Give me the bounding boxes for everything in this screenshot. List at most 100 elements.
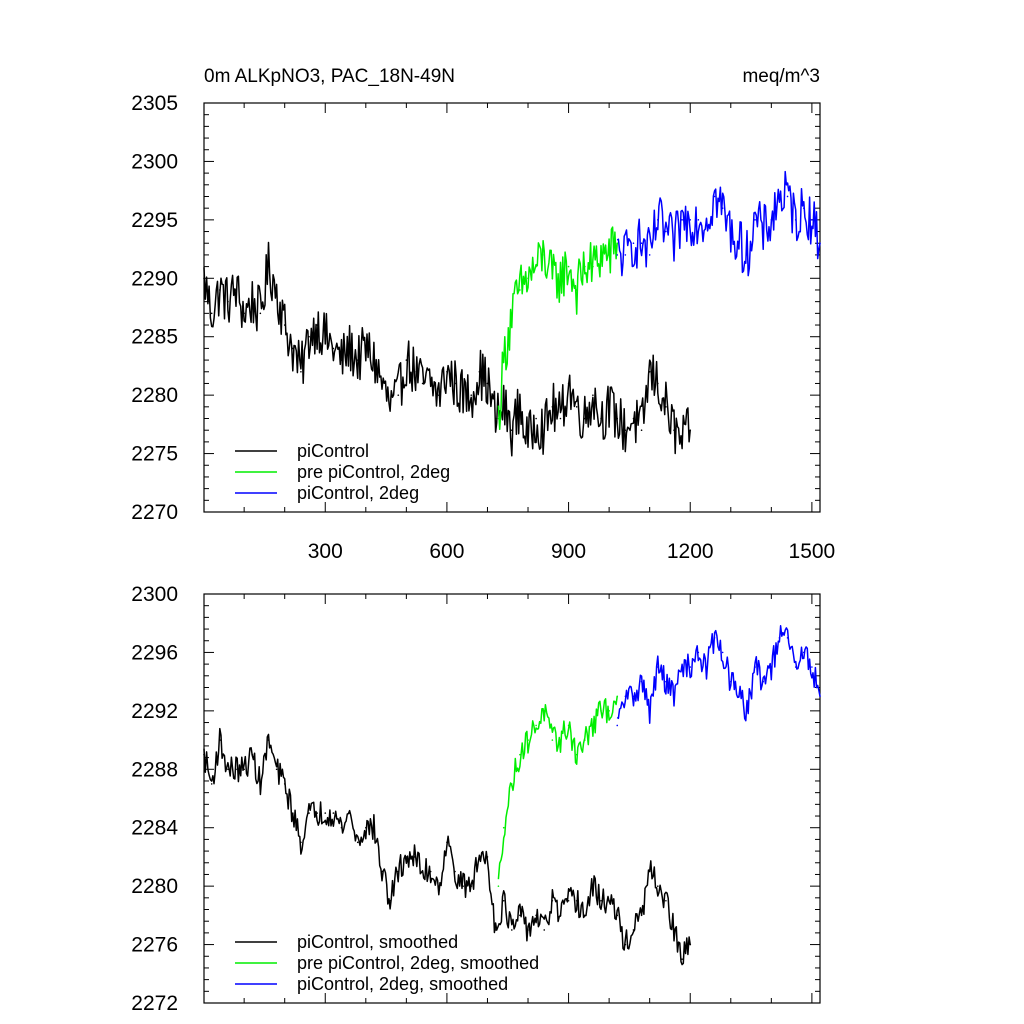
data-point (616, 914, 619, 917)
data-point (689, 219, 692, 221)
data-point (640, 914, 643, 917)
data-point (729, 680, 732, 683)
data-point (746, 254, 748, 256)
data-point (551, 406, 554, 408)
data-point (632, 695, 635, 698)
data-point (762, 680, 765, 683)
data-point (324, 335, 327, 338)
data-point (373, 826, 375, 829)
data-point (494, 417, 497, 420)
data-point (648, 710, 651, 712)
data-point (527, 277, 529, 280)
data-point (203, 753, 205, 756)
data-point (227, 768, 229, 771)
data-point (438, 885, 440, 887)
y-tick-label: 2284 (131, 817, 178, 840)
data-point (616, 242, 619, 245)
y-tick-label: 2288 (131, 758, 178, 781)
data-point (429, 382, 432, 385)
y-tick-label: 2280 (131, 875, 178, 898)
data-point (510, 429, 513, 432)
data-point (811, 219, 813, 221)
data-point (689, 429, 692, 432)
top-panel: 0m ALKpNO3, PAC_18N-49N meq/m^3 2270 2275… (131, 66, 835, 563)
data-point (348, 347, 351, 350)
units-label: meq/m^3 (742, 66, 820, 87)
data-point (583, 417, 586, 420)
data-point (259, 312, 262, 315)
series-line-pre-picontrol-2deg (497, 226, 618, 431)
data-point (608, 899, 610, 902)
data-point (665, 899, 667, 902)
data-point (575, 753, 578, 756)
data-point (527, 739, 529, 741)
data-point (308, 335, 310, 338)
data-point (543, 710, 546, 712)
plot-frame (203, 102, 821, 513)
y-tick-label: 2272 (131, 992, 178, 1015)
data-point (794, 666, 797, 668)
data-point (356, 841, 359, 844)
data-point (665, 680, 667, 683)
data-point (340, 359, 343, 361)
data-point (292, 347, 294, 350)
data-point (235, 768, 237, 771)
data-point (300, 841, 302, 844)
data-point (421, 382, 424, 385)
data-point (243, 312, 245, 315)
data-point (713, 195, 716, 198)
data-point (543, 254, 546, 256)
data-point (308, 812, 310, 814)
data-point (746, 710, 748, 712)
data-point (575, 289, 578, 291)
data-point (397, 870, 400, 873)
legend-label: piControl, 2deg, smoothed (297, 974, 508, 994)
x-tick-label: 300 (308, 540, 343, 563)
data-point (656, 885, 659, 887)
data-point (681, 958, 683, 960)
data-point (397, 394, 400, 396)
data-point (494, 929, 497, 931)
data-point (721, 651, 724, 654)
data-point (275, 768, 278, 771)
data-point (681, 219, 683, 221)
series-line-picontrol-2deg-smoothed (616, 625, 821, 724)
y-tick-label: 2270 (131, 501, 178, 524)
data-point (713, 637, 716, 639)
data-point (535, 265, 537, 268)
data-point (551, 899, 554, 902)
data-point (267, 739, 270, 741)
data-point (243, 768, 245, 771)
data-point (575, 899, 578, 902)
data-point (429, 870, 432, 873)
data-point (673, 429, 675, 432)
data-point (819, 242, 821, 245)
data-point (583, 914, 586, 917)
data-point (567, 724, 570, 727)
data-point (275, 289, 278, 291)
series-line-pre-picontrol-2deg-smoothed (497, 696, 618, 880)
data-point (689, 666, 692, 668)
data-point (267, 265, 270, 268)
data-point (600, 254, 602, 256)
data-point (721, 207, 724, 209)
data-point (567, 382, 570, 385)
data-point (535, 914, 537, 917)
series-line-picontrol (203, 241, 691, 457)
data-point (616, 254, 619, 256)
y-tick-label: 2285 (131, 326, 178, 349)
data-point (592, 724, 594, 727)
data-point (794, 219, 797, 221)
data-point (583, 265, 586, 268)
data-point (559, 739, 562, 741)
data-point (259, 783, 262, 785)
y-tick-label: 2290 (131, 267, 178, 290)
data-point (738, 695, 740, 698)
data-point (640, 680, 643, 683)
data-point (640, 429, 643, 432)
data-point (819, 695, 821, 698)
x-tick-label: 1200 (667, 540, 714, 563)
data-point (665, 406, 667, 408)
data-point (389, 899, 391, 902)
